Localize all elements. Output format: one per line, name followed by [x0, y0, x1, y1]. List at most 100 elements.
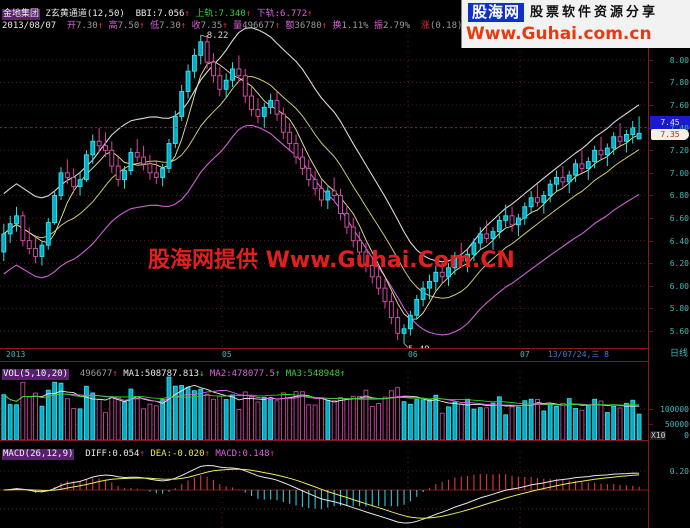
price-axis-label-4: 7.20	[669, 146, 689, 156]
price-axis-tick-2	[649, 105, 653, 107]
cursor-date-status: 13/07/24,三 8	[548, 350, 609, 359]
macd-caption-seg-4: ↑	[204, 449, 210, 459]
header-line2-seg-12: ↑	[222, 21, 228, 31]
price-axis-label-6: 6.80	[669, 191, 689, 201]
price-axis-tick-0	[649, 59, 653, 61]
period-label: 日线	[669, 349, 688, 359]
macd-caption-seg-3: DEA:-0.020	[144, 449, 205, 459]
volume-macd-divider	[0, 440, 648, 441]
watermark-text: 股海网提供 Www.Guhai.Com.CN	[148, 248, 515, 273]
last-price-badge[interactable]: 7.35	[651, 128, 689, 140]
macd-caption-seg-5: MACD:0.148	[209, 449, 270, 459]
right-axis-column[interactable]: 8.00 7.80 7.60 7.40 7.20 7.00 6.80 6.60 6.40 6.20…	[648, 26, 690, 528]
low-annotation: 5.49	[408, 345, 430, 348]
price-axis-tick-7	[649, 218, 653, 220]
header-line2-seg-7: 低	[144, 21, 160, 31]
header-line2-seg-24: (0.18)2.51%	[429, 21, 490, 31]
macd-indicator-caption[interactable]: MACD(26,12,9) DIFF:0.054↑ DEA:-0.020↑ MA…	[2, 441, 275, 460]
upper-band-label: 7.40	[670, 124, 689, 133]
header-line2-seg-14: 496677	[242, 21, 275, 31]
header-line2-seg-19: 换	[327, 21, 342, 31]
banner-top-row: 股海网 股票软件资源分享	[468, 3, 658, 22]
site-url[interactable]: Www.Guhai.com.cn	[466, 24, 652, 44]
price-axis-tick-10	[649, 285, 653, 287]
header-line2-seg-2: 7.30	[76, 21, 98, 31]
macd-canvas	[0, 452, 648, 528]
price-chart-pane[interactable]: 8.22 5.49	[0, 26, 648, 348]
vol-caption-seg-6: ↑	[274, 369, 281, 379]
vol-caption-seg-1: 496677	[69, 369, 113, 379]
header-line1-seg-5: ↑	[245, 9, 252, 19]
header-line2-seg-22: 2.79%	[382, 21, 411, 31]
header-line2-seg-21: 振	[368, 21, 383, 31]
header-line2-seg-0: 2013/08/07	[2, 21, 57, 31]
price-axis-label-7: 6.60	[669, 214, 689, 224]
volume-zero-label: 0	[684, 431, 689, 440]
volume-chart-pane[interactable]	[0, 372, 648, 440]
header-line2-seg-8: 7.30	[159, 21, 181, 31]
price-pane-background	[0, 26, 648, 348]
header-line2-seg-16: 额	[280, 21, 295, 31]
macd-chart-pane[interactable]	[0, 452, 648, 528]
volume-indicator-caption[interactable]: VOL(5,10,20) 496677↑ MA1:508787.813↓ MA2…	[2, 361, 345, 380]
price-axis-label-9: 6.20	[669, 259, 689, 269]
vol-caption-seg-3: MA1:508787.813	[117, 369, 200, 379]
price-axis-tick-12	[649, 331, 653, 333]
price-axis-label-12: 5.60	[669, 327, 689, 337]
price-axis-tick-4	[649, 150, 653, 152]
vol-caption-seg-2: ↑	[112, 369, 118, 379]
date-axis-label-1: 05	[222, 350, 232, 359]
header-line1-seg-7: ↑	[307, 9, 313, 19]
header-line1-seg-6: 下轨:6.772	[251, 9, 308, 19]
header-line1-seg-4: 上轨:7.340	[189, 9, 246, 19]
header-line2-seg-17: 36780	[294, 21, 322, 31]
high-annotation: 8.22	[206, 31, 229, 42]
indicator-header-line: 金地集团 Z玄黄通道(12,50) BBI:7.056↑ 上轨:7.340↑ 下…	[2, 1, 313, 20]
price-axis-label-2: 7.60	[669, 101, 689, 111]
vol-caption-seg-5: MA2:478077.5	[204, 369, 275, 379]
header-line1-seg-3: ↑	[184, 9, 190, 19]
vol-caption-seg-0: VOL(5,10,20)	[2, 369, 70, 380]
header-line2-seg-15: ↑	[274, 21, 281, 31]
volume-pane-background	[0, 372, 648, 440]
price-axis-tick-6	[649, 195, 653, 197]
header-line2-seg-20: 1.11%	[341, 21, 369, 31]
cursor-price-badge[interactable]: 7.45	[650, 116, 690, 130]
price-axis-tick-9	[649, 263, 653, 265]
site-banner[interactable]: 股海网 股票软件资源分享 Www.Guhai.com.cn	[461, 0, 690, 48]
date-axis-label-3: 07	[520, 350, 530, 359]
header-line2-seg-1: 开	[56, 21, 77, 31]
date-axis-label-2: 06	[408, 350, 418, 359]
price-axis-tick-5	[649, 172, 653, 174]
volume-axis-label-0: 100000	[660, 404, 689, 414]
site-logo: 股海网	[468, 3, 525, 22]
candlestick-canvas	[0, 26, 648, 348]
volume-axis-tick-0	[649, 408, 653, 410]
date-axis-band: 2013 05 06 07 13/07/24,三 8	[0, 348, 648, 362]
header-line1-seg-2: BBI:7.056	[124, 9, 185, 19]
header-line2-seg-18: ↑	[321, 21, 328, 31]
price-axis-tick-11	[649, 308, 653, 310]
header-line2-seg-10: 收	[186, 21, 201, 31]
header-line2-seg-3: ↑	[97, 21, 104, 31]
price-axis-tick-1	[649, 82, 653, 84]
price-axis-label-1: 7.80	[669, 78, 689, 88]
header-line2-seg-9: ↑	[180, 21, 187, 31]
date-axis-label-0: 2013	[6, 350, 26, 359]
header-line2-seg-4: 高	[103, 21, 118, 31]
header-line2-seg-13: 量	[227, 21, 243, 31]
site-slogan: 股票软件资源分享	[530, 5, 659, 20]
macd-caption-seg-6: ↑	[269, 449, 275, 459]
header-line1-seg-1: Z玄黄通道(12,50)	[40, 9, 125, 19]
header-line2-seg-11: 7.35	[200, 21, 223, 31]
vol-caption-seg-4: ↓	[199, 369, 205, 379]
header-line1-seg-0: 金地集团	[2, 9, 41, 20]
price-axis-tick-8	[649, 240, 653, 242]
price-axis-label-5: 7.00	[669, 168, 689, 178]
volume-axis-label-1: 50000	[664, 420, 689, 430]
macd-caption-seg-0: MACD(26,12,9)	[2, 449, 75, 460]
macd-caption-seg-1: DIFF:0.054	[74, 449, 140, 459]
vol-caption-seg-7: MA3:548948	[280, 369, 340, 379]
macd-axis-label-0: 0.20	[669, 467, 689, 476]
